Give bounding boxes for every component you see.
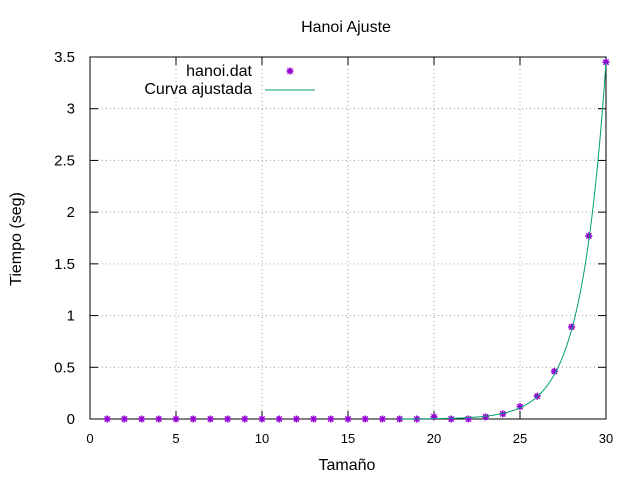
- x-axis-label: Tamaño: [319, 457, 376, 474]
- x-tick-label: 15: [341, 431, 355, 446]
- data-point: [310, 415, 318, 423]
- data-point: [206, 415, 214, 423]
- y-tick-label: 3.5: [54, 49, 75, 66]
- data-point: [292, 415, 300, 423]
- y-tick-label: 2.5: [54, 152, 75, 169]
- x-tick-label: 20: [427, 431, 441, 446]
- series-line-curva-ajustada: [399, 62, 607, 420]
- series-layer: [103, 58, 610, 423]
- legend-label: Curva ajustada: [144, 81, 252, 98]
- data-point: [327, 415, 335, 423]
- data-point: [138, 415, 146, 423]
- legend-label: hanoi.dat: [186, 63, 252, 80]
- x-tick-label: 0: [86, 431, 93, 446]
- x-tick-label: 10: [255, 431, 269, 446]
- data-point: [430, 413, 438, 421]
- legend-point-swatch: [286, 67, 294, 75]
- y-tick-label: 1.5: [54, 256, 75, 273]
- y-tick-label: 0.5: [54, 359, 75, 376]
- y-axis-label: Tiempo (seg): [8, 192, 25, 286]
- data-point: [103, 415, 111, 423]
- data-point: [258, 415, 266, 423]
- data-point: [172, 415, 180, 423]
- grid: [90, 57, 606, 419]
- axis-ticks: 0 0.5 1 1.5 2 2.5 3 3.5 0 5 10 15 20 25 30: [54, 49, 613, 446]
- data-point: [120, 415, 128, 423]
- data-point: [155, 415, 163, 423]
- x-tick-label: 5: [172, 431, 179, 446]
- data-point: [447, 415, 455, 423]
- data-point: [275, 415, 283, 423]
- y-tick-label: 1: [67, 308, 75, 325]
- x-tick-label: 30: [599, 431, 613, 446]
- chart-title: Hanoi Ajuste: [301, 19, 391, 36]
- y-tick-label: 2: [67, 204, 75, 221]
- data-point: [224, 415, 232, 423]
- data-point: [378, 415, 386, 423]
- data-point: [344, 415, 352, 423]
- y-tick-label: 3: [67, 101, 75, 118]
- data-point: [361, 415, 369, 423]
- data-point: [396, 415, 404, 423]
- data-point: [482, 413, 490, 421]
- data-point: [464, 415, 472, 423]
- x-tick-label: 25: [513, 431, 527, 446]
- data-point: [241, 415, 249, 423]
- data-point: [189, 415, 197, 423]
- y-tick-label: 0: [67, 411, 75, 428]
